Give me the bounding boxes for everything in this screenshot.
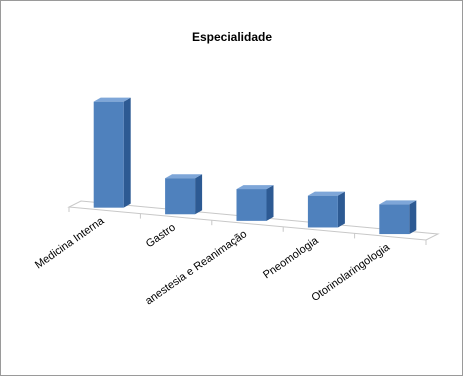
bar-front xyxy=(165,178,196,215)
category-label: Pneomologia xyxy=(261,234,321,281)
bar-side xyxy=(409,200,417,235)
bar xyxy=(307,191,345,228)
chart-title: Especialidade xyxy=(192,30,272,44)
bar-front xyxy=(236,189,267,221)
category-label: Gastro xyxy=(144,222,178,251)
bar-top xyxy=(93,97,131,102)
bar xyxy=(165,174,203,215)
bar-front xyxy=(93,101,124,208)
category-label: Otorinolaringologia xyxy=(309,241,392,304)
bar xyxy=(379,200,417,235)
category-label: Medicina Interna xyxy=(33,214,107,271)
bar-top xyxy=(307,191,345,196)
bar-side xyxy=(123,97,131,208)
bar-series xyxy=(93,97,417,235)
bar-side xyxy=(195,174,203,215)
bar-top xyxy=(165,174,203,179)
bar xyxy=(236,185,274,221)
bar-top xyxy=(379,200,417,205)
bar-front xyxy=(307,195,338,228)
bar-front xyxy=(379,204,410,235)
bar xyxy=(93,97,131,208)
bar-side xyxy=(337,191,345,228)
bar-side xyxy=(266,185,274,221)
bar-top xyxy=(236,185,274,190)
